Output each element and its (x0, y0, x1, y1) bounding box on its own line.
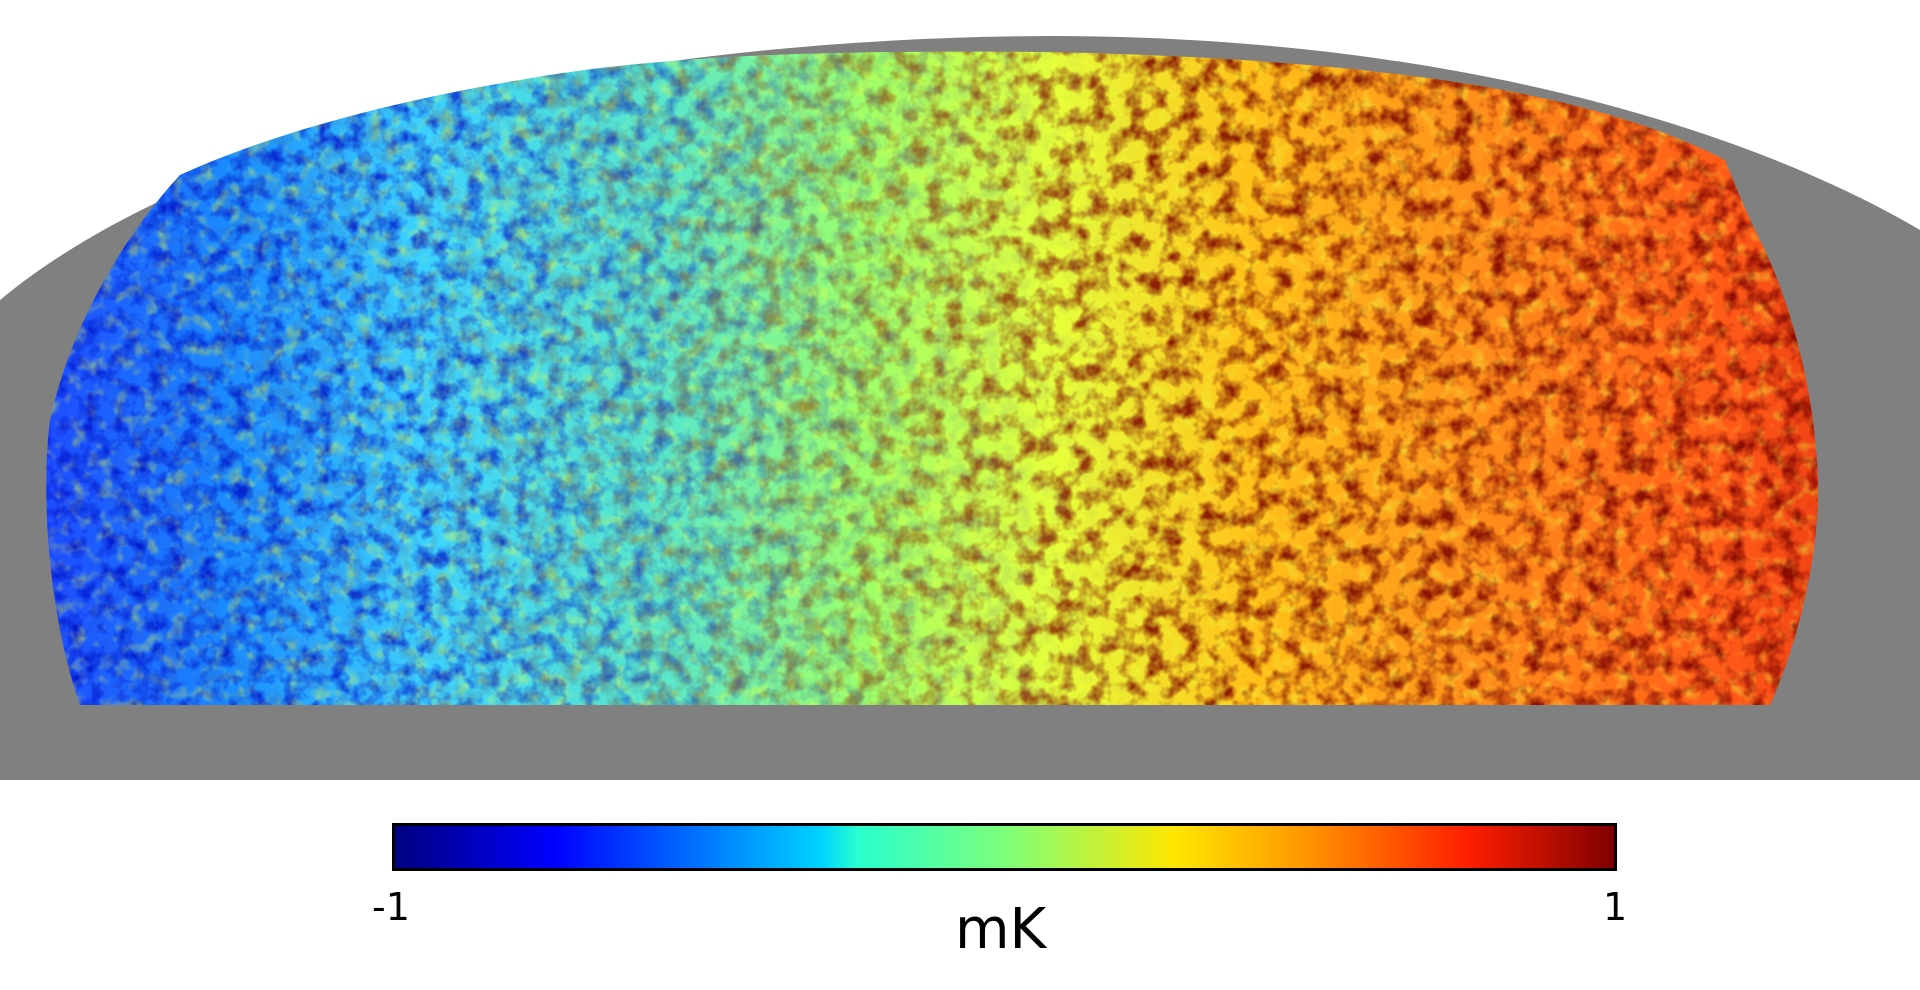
observed-sky-patch (46, 51, 1819, 705)
colorbar-max-label: 1 (1603, 885, 1628, 929)
colorbar (392, 823, 1617, 871)
colorbar-min-label: -1 (372, 885, 410, 929)
colorbar-unit-label: mK (955, 897, 1047, 962)
sky-map (0, 36, 1920, 780)
